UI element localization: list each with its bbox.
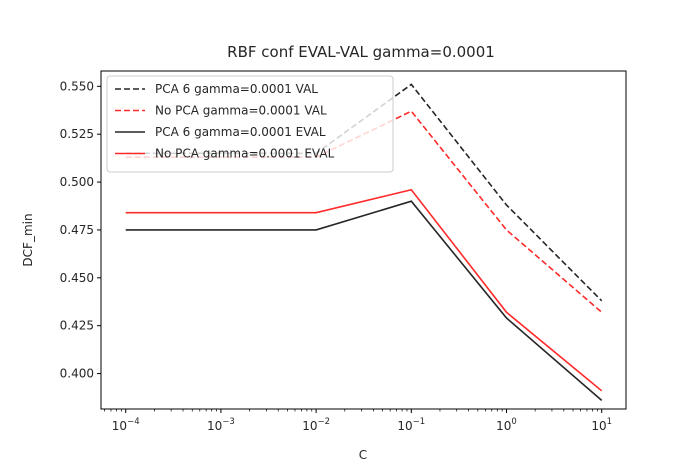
- y-tick-label-1: 0.425: [60, 319, 94, 333]
- x-axis-label: C: [359, 448, 367, 462]
- y-axis-label: DCF_min: [21, 213, 35, 266]
- x-tick-label-3: 10−1: [397, 417, 425, 433]
- y-tick-label-3: 0.475: [60, 223, 94, 237]
- x-tick-label-5: 101: [591, 417, 612, 433]
- legend-label-4: No PCA gamma=0.0001 EVAL: [155, 147, 335, 161]
- legend-label-2: No PCA gamma=0.0001 VAL: [155, 104, 327, 118]
- y-tick-label-0: 0.400: [60, 367, 94, 381]
- x-tick-label-1: 10−3: [207, 417, 235, 433]
- x-tick-label-4: 100: [496, 417, 517, 433]
- y-tick-label-4: 0.500: [60, 175, 94, 189]
- y-axis: 0.400 0.425 0.450 0.475 0.500 0.525 0.550: [60, 79, 101, 381]
- x-axis: 10−4 10−3 10−2 10−1 100 101: [104, 409, 612, 433]
- x-tick-label-2: 10−2: [302, 417, 330, 433]
- chart-title: RBF conf EVAL-VAL gamma=0.0001: [227, 43, 495, 61]
- series-line-4: [125, 188, 603, 392]
- x-tick-label-0: 10−4: [112, 417, 140, 433]
- legend-box: [106, 75, 394, 173]
- legend-label-1: PCA 6 gamma=0.0001 VAL: [155, 82, 318, 96]
- legend: PCA 6 gamma=0.0001 VAL No PCA gamma=0.000…: [106, 75, 394, 173]
- y-tick-label-5: 0.525: [60, 127, 94, 141]
- y-tick-label-2: 0.450: [60, 271, 94, 285]
- y-tick-label-6: 0.550: [60, 79, 94, 93]
- plot-frame: [100, 70, 627, 410]
- legend-label-3: PCA 6 gamma=0.0001 EVAL: [155, 125, 326, 139]
- series-line-3: [125, 200, 603, 401]
